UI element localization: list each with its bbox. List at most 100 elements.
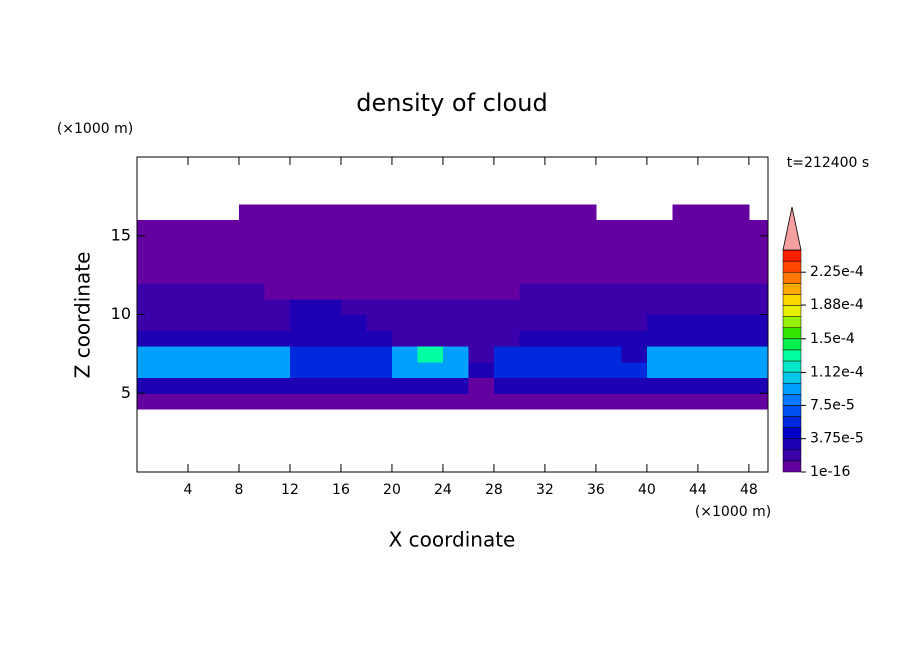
contour-cell (442, 330, 469, 347)
contour-cell (162, 267, 189, 284)
contour-cell (391, 235, 418, 252)
contour-cell (366, 298, 393, 315)
contour-cell (697, 346, 724, 363)
contour-cell (621, 330, 648, 347)
contour-cell (264, 235, 291, 252)
contour-cell (468, 330, 495, 347)
contour-cell (570, 267, 597, 284)
contour-cell (340, 314, 367, 331)
colorbar-band (782, 449, 802, 462)
contour-cell (264, 361, 291, 378)
contour-cell (213, 235, 240, 252)
contour-cell (723, 204, 750, 221)
contour-cell (238, 267, 265, 284)
contour-cell (748, 251, 768, 268)
contour-cell (544, 393, 571, 410)
contour-cell (621, 220, 648, 237)
contour-cell (493, 220, 520, 237)
contour-cell (417, 235, 444, 252)
contour-cell (137, 220, 163, 237)
contour-cell (213, 298, 240, 315)
contour-cell (315, 283, 342, 300)
contour-cell (137, 283, 163, 300)
colorbar-band (782, 427, 802, 439)
contour-cell (646, 330, 673, 347)
contour-cell (315, 298, 342, 315)
contour-cell (493, 377, 520, 394)
contour-cell (697, 377, 724, 394)
contour-cell (646, 377, 673, 394)
contour-cell (238, 314, 265, 331)
contour-cell (621, 393, 648, 410)
contour-cell (264, 251, 291, 268)
contour-cell (442, 267, 469, 284)
colorbar-band (782, 371, 802, 384)
contour-cell (748, 330, 768, 347)
contour-cell (162, 330, 189, 347)
contour-cell (544, 283, 571, 300)
contour-cell (723, 220, 750, 237)
contour-cell (646, 346, 673, 363)
contour-cell (289, 235, 316, 252)
contour-cell (391, 361, 418, 378)
contour-cell (595, 251, 622, 268)
contour-cell (672, 346, 699, 363)
contour-cell (137, 235, 163, 252)
contour-cell (137, 377, 163, 394)
contour-cell (213, 220, 240, 237)
contour-cell (544, 330, 571, 347)
contour-cell (493, 267, 520, 284)
contour-cell (595, 361, 622, 378)
contour-cell (289, 204, 316, 221)
contour-cell (544, 267, 571, 284)
x-tick-label: 28 (485, 482, 503, 498)
contour-cell (289, 267, 316, 284)
contour-cell (238, 361, 265, 378)
x-axis-label: X coordinate (389, 528, 516, 552)
colorbar-tick-label: 1.12e-4 (810, 365, 864, 381)
contour-cell (417, 393, 444, 410)
contour-cell (213, 393, 240, 410)
contour-cell (672, 283, 699, 300)
contour-cell (697, 393, 724, 410)
contour-cell (162, 314, 189, 331)
contour-cell (519, 235, 546, 252)
contour-cell (748, 346, 768, 363)
contour-cell (366, 314, 393, 331)
x-tick-label: 12 (281, 482, 299, 498)
contour-cell (519, 220, 546, 237)
contour-cell (213, 267, 240, 284)
contour-cell (289, 330, 316, 347)
x-tick-label: 44 (689, 482, 707, 498)
y-tick-label: 5 (121, 383, 131, 402)
contour-cell (493, 346, 520, 363)
colorbar-band (782, 260, 802, 273)
contour-cell (417, 330, 444, 347)
contour-cell (340, 220, 367, 237)
contour-cell (493, 283, 520, 300)
contour-cell (672, 251, 699, 268)
colorbar-band (782, 360, 802, 373)
x-tick-label: 4 (184, 482, 193, 498)
contour-cell (748, 298, 768, 315)
contour-cell (723, 298, 750, 315)
contour-cell (315, 346, 342, 363)
contour-cell (213, 346, 240, 363)
contour-cell (340, 377, 367, 394)
contour-cell (366, 283, 393, 300)
contour-cell (289, 314, 316, 331)
contour-cell (162, 393, 189, 410)
contour-cell (697, 314, 724, 331)
contour-cell (468, 235, 495, 252)
contour-cell (264, 283, 291, 300)
contour-cell (187, 393, 214, 410)
contour-cell (264, 330, 291, 347)
contour-cell (519, 361, 546, 378)
contour-cell (621, 235, 648, 252)
contour-cell (672, 204, 699, 221)
contour-cell (519, 283, 546, 300)
contour-cell (442, 283, 469, 300)
contour-cell (391, 377, 418, 394)
contour-cell (723, 283, 750, 300)
contour-cell (340, 346, 367, 363)
